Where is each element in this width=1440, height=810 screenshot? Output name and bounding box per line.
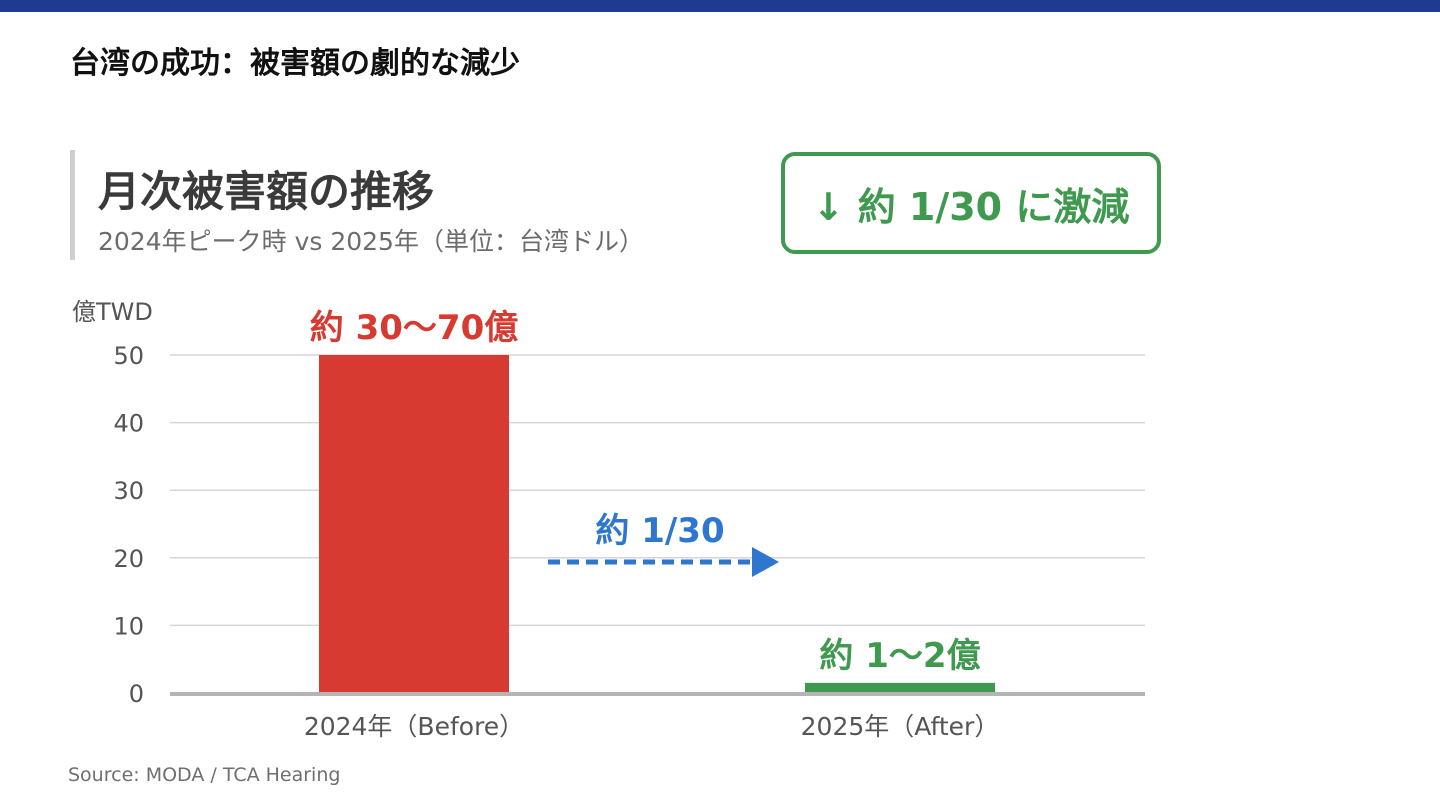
dashed-right-arrow-icon <box>752 547 779 577</box>
y-tick-label: 40 <box>113 410 144 438</box>
y-tick-label: 30 <box>113 477 144 505</box>
y-tick-label: 20 <box>113 545 144 573</box>
chart-subtitle: 2024年ピーク時 vs 2025年（単位：台湾ドル） <box>98 227 644 256</box>
arrow-label: 約 1/30 <box>595 511 724 551</box>
chart-title-accent-bar <box>70 150 75 260</box>
y-axis-unit-label: 億TWD <box>72 298 153 326</box>
bar-value-label: 約 30〜70億 <box>310 308 518 348</box>
header-accent-bar <box>0 0 1440 12</box>
y-tick-label: 50 <box>113 342 144 370</box>
reduction-callout: ↓ 約 1/30 に激減 <box>781 152 1161 254</box>
bar-before <box>319 355 509 693</box>
page-title: 台湾の成功：被害額の劇的な減少 <box>70 46 520 81</box>
bar-after <box>805 682 995 693</box>
x-category-label: 2024年（Before） <box>304 712 524 741</box>
reduction-callout-text: ↓ 約 1/30 に激減 <box>812 184 1130 229</box>
source-note: Source: MODA / TCA Hearing <box>68 764 341 786</box>
bar-value-label: 約 1〜2億 <box>819 636 980 676</box>
y-tick-label: 10 <box>113 612 144 640</box>
y-tick-label: 0 <box>129 680 144 708</box>
chart-title: 月次被害額の推移 <box>98 167 435 216</box>
x-category-label: 2025年（After） <box>801 712 1000 741</box>
